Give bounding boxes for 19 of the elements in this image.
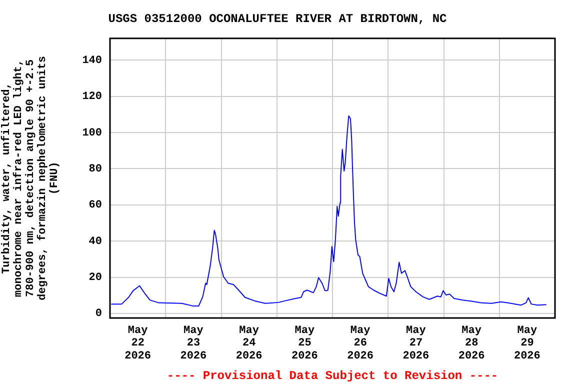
x-tick-label: May 29 2026 xyxy=(514,325,540,362)
y-tick-label: 100 xyxy=(82,127,102,140)
x-tick-label: May 24 2026 xyxy=(236,325,262,362)
y-tick-label: 140 xyxy=(82,54,102,67)
y-tick-label: 120 xyxy=(82,91,102,104)
text: ---- Provisional Data Subject to Revision ---- xyxy=(166,369,498,384)
y-tick-label: 20 xyxy=(88,272,102,284)
y-tick-label: 60 xyxy=(88,200,102,212)
x-tick-label: May 27 2026 xyxy=(402,325,430,362)
x-tick-label: May 25 2026 xyxy=(291,325,318,362)
y-tick-label: 80 xyxy=(88,163,102,176)
x-tick-label: May 26 2026 xyxy=(347,325,374,362)
y-tick-label: 0 xyxy=(95,308,102,320)
x-tick-label: May 23 2026 xyxy=(180,325,207,362)
chart-title: USGS 03512000 OCONALUFTEE RIVER AT BIRDTOWN, NC xyxy=(108,12,447,26)
x-tick-label: May 28 2026 xyxy=(458,325,485,362)
y-axis-title: Turbidity, water, unfiltered, monochrome near infra-red LED light, 780-900 nm, detection angle 90 +-2.5 degrees, formazin nephelometric units (FNU) xyxy=(0,56,62,300)
x-tick-label: May 22 2026 xyxy=(124,325,152,362)
y-tick-label: 40 xyxy=(88,236,102,248)
